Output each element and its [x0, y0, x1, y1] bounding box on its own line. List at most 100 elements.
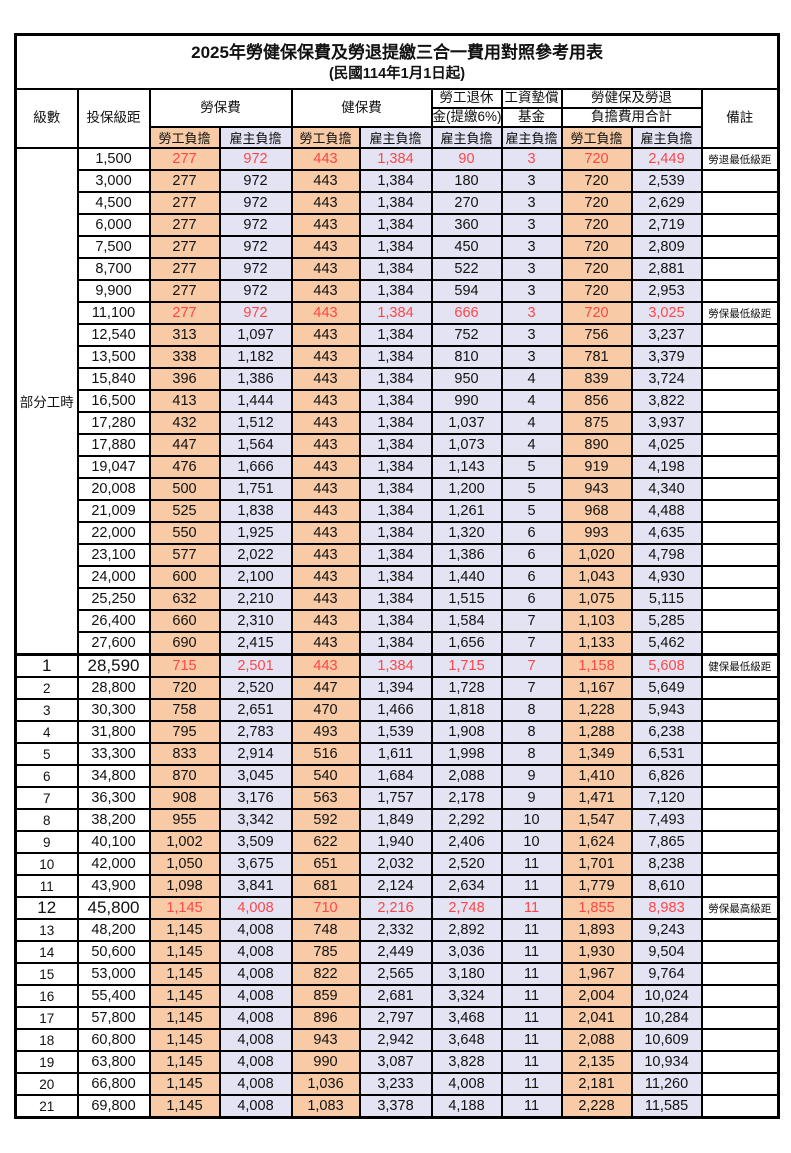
cell-level: 1 — [14, 653, 79, 678]
cell-health-employee: 859 — [290, 984, 361, 1008]
cell-health-employee: 443 — [290, 169, 361, 193]
cell-total-employer: 4,635 — [630, 521, 703, 545]
cell-health-employer: 2,681 — [358, 984, 433, 1008]
cell-bracket: 60,800 — [76, 1028, 151, 1052]
page-title: 2025年勞健保保費及勞退提繳三合一費用對照參考用表 — [191, 43, 603, 63]
cell-labor-employee: 1,145 — [148, 984, 221, 1008]
cell-health-employer: 2,449 — [358, 940, 433, 964]
cell-labor-employer: 1,666 — [218, 455, 293, 479]
cell-total-employer: 3,025 — [630, 301, 703, 325]
table-row: 4 31,800 795 2,783 493 1,539 1,908 8 1,288 6,238 — [14, 720, 780, 744]
cell-total-employee: 1,075 — [560, 587, 633, 611]
cell-labor-employee: 690 — [148, 631, 221, 656]
cell-pension-employer: 2,748 — [430, 896, 503, 920]
cell-health-employee: 1,083 — [290, 1094, 361, 1119]
col-header-wagefund-line1: 工資墊償 — [500, 88, 563, 109]
cell-remark — [700, 455, 780, 479]
cell-labor-employee: 447 — [148, 433, 221, 457]
subheader-labor-employer: 雇主負擔 — [218, 126, 293, 149]
cell-health-employee: 443 — [290, 455, 361, 479]
table-row: 6 34,800 870 3,045 540 1,684 2,088 9 1,410 6,826 — [14, 764, 780, 788]
cell-bracket: 30,300 — [76, 698, 151, 722]
cell-pension-employer: 1,320 — [430, 521, 503, 545]
cell-total-employee: 1,624 — [560, 830, 633, 854]
cell-pension-employer: 1,908 — [430, 720, 503, 744]
cell-pension-employer: 1,515 — [430, 587, 503, 611]
cell-labor-employee: 720 — [148, 676, 221, 700]
cell-wagefund-employer: 8 — [500, 742, 563, 766]
cell-health-employee: 447 — [290, 676, 361, 700]
cell-wagefund-employer: 11 — [500, 852, 563, 876]
cell-wagefund-employer: 3 — [500, 345, 563, 369]
cell-wagefund-employer: 4 — [500, 411, 563, 435]
cell-health-employee: 443 — [290, 345, 361, 369]
cell-labor-employee: 715 — [148, 653, 221, 678]
table-row: 6,000 277 972 443 1,384 360 3 720 2,719 — [16, 213, 780, 237]
cell-pension-employer: 1,200 — [430, 477, 503, 501]
cell-health-employee: 493 — [290, 720, 361, 744]
cell-health-employer: 1,539 — [358, 720, 433, 744]
cell-total-employee: 720 — [560, 191, 633, 215]
cell-bracket: 8,700 — [76, 257, 151, 281]
cell-bracket: 36,300 — [76, 786, 151, 810]
cell-total-employer: 2,719 — [630, 213, 703, 237]
cell-labor-employer: 3,045 — [218, 764, 293, 788]
cell-total-employee: 1,967 — [560, 962, 633, 986]
cell-health-employer: 2,797 — [358, 1006, 433, 1030]
table-row: 11,100 277 972 443 1,384 666 3 720 3,025 勞保最低級距 — [16, 301, 780, 325]
cell-total-employer: 4,025 — [630, 433, 703, 457]
cell-remark — [700, 698, 780, 722]
cell-level: 12 — [14, 896, 79, 920]
col-header-pension-line2: 金(提繳6%) — [430, 107, 503, 128]
cell-pension-employer: 2,892 — [430, 918, 503, 942]
cell-labor-employer: 2,651 — [218, 698, 293, 722]
cell-labor-employer: 4,008 — [218, 1094, 293, 1119]
cell-total-employer: 5,462 — [630, 631, 703, 656]
cell-total-employee: 1,133 — [560, 631, 633, 656]
cell-labor-employer: 1,512 — [218, 411, 293, 435]
cell-labor-employee: 632 — [148, 587, 221, 611]
cell-health-employee: 681 — [290, 874, 361, 898]
cell-labor-employer: 972 — [218, 169, 293, 193]
cell-wagefund-employer: 11 — [500, 918, 563, 942]
cell-labor-employee: 413 — [148, 389, 221, 413]
cell-pension-employer: 2,634 — [430, 874, 503, 898]
cell-bracket: 57,800 — [76, 1006, 151, 1030]
cell-labor-employee: 1,145 — [148, 1028, 221, 1052]
cell-total-employee: 720 — [560, 301, 633, 325]
cell-wagefund-employer: 7 — [500, 676, 563, 700]
cell-labor-employer: 3,509 — [218, 830, 293, 854]
cell-health-employer: 1,940 — [358, 830, 433, 854]
cell-labor-employer: 972 — [218, 279, 293, 303]
table-row: 16,500 413 1,444 443 1,384 990 4 856 3,822 — [16, 389, 780, 413]
cell-remark — [700, 499, 780, 523]
cell-wagefund-employer: 4 — [500, 433, 563, 457]
cell-remark — [700, 587, 780, 611]
cell-remark: 勞保最高級距 — [700, 896, 780, 920]
cell-remark — [700, 1006, 780, 1030]
table-row: 20,008 500 1,751 443 1,384 1,200 5 943 4,340 — [16, 477, 780, 501]
cell-total-employer: 4,198 — [630, 455, 703, 479]
cell-total-employer: 2,953 — [630, 279, 703, 303]
cell-remark — [700, 1050, 780, 1074]
cell-pension-employer: 810 — [430, 345, 503, 369]
cell-labor-employer: 4,008 — [218, 1006, 293, 1030]
table-row: 5 33,300 833 2,914 516 1,611 1,998 8 1,349 6,531 — [14, 742, 780, 766]
cell-total-employee: 993 — [560, 521, 633, 545]
cell-total-employer: 9,764 — [630, 962, 703, 986]
cell-total-employer: 2,539 — [630, 169, 703, 193]
cell-total-employer: 2,809 — [630, 235, 703, 259]
cell-health-employee: 443 — [290, 279, 361, 303]
table-row: 3,000 277 972 443 1,384 180 3 720 2,539 — [16, 169, 780, 193]
cell-labor-employee: 277 — [148, 169, 221, 193]
cell-total-employee: 720 — [560, 279, 633, 303]
cell-labor-employee: 1,145 — [148, 896, 221, 920]
cell-health-employer: 1,384 — [358, 213, 433, 237]
cell-pension-employer: 4,008 — [430, 1072, 503, 1096]
cell-total-employer: 6,238 — [630, 720, 703, 744]
cell-labor-employee: 833 — [148, 742, 221, 766]
cell-total-employee: 2,041 — [560, 1006, 633, 1030]
cell-health-employee: 443 — [290, 477, 361, 501]
cell-health-employee: 516 — [290, 742, 361, 766]
cell-total-employee: 2,088 — [560, 1028, 633, 1052]
